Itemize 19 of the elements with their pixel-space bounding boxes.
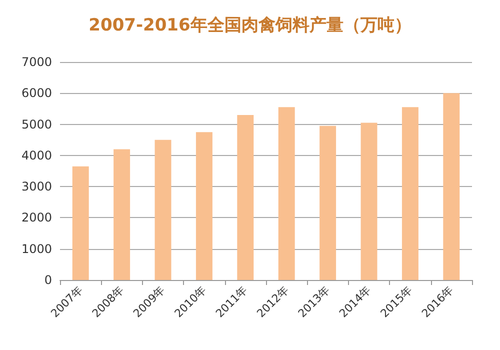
bar	[402, 107, 418, 280]
chart-title: 2007-2016年全国肉禽饲料产量（万吨）	[88, 16, 412, 36]
y-tick-label: 1000	[21, 242, 52, 256]
y-tick-label: 7000	[21, 55, 52, 69]
bar	[278, 107, 295, 280]
y-tick-label: 3000	[21, 180, 52, 194]
bar	[443, 93, 460, 280]
bar	[360, 122, 378, 280]
bar	[196, 132, 212, 280]
bar	[237, 114, 254, 280]
y-tick-label: 2000	[21, 210, 52, 225]
bar	[154, 140, 172, 280]
y-tick-label: 0	[44, 273, 52, 287]
bar	[114, 149, 130, 280]
bar	[320, 126, 336, 280]
y-tick-label: 6000	[21, 86, 52, 100]
bar	[72, 166, 89, 280]
y-tick-label: 4000	[21, 148, 52, 162]
y-tick-label: 5000	[21, 117, 52, 132]
